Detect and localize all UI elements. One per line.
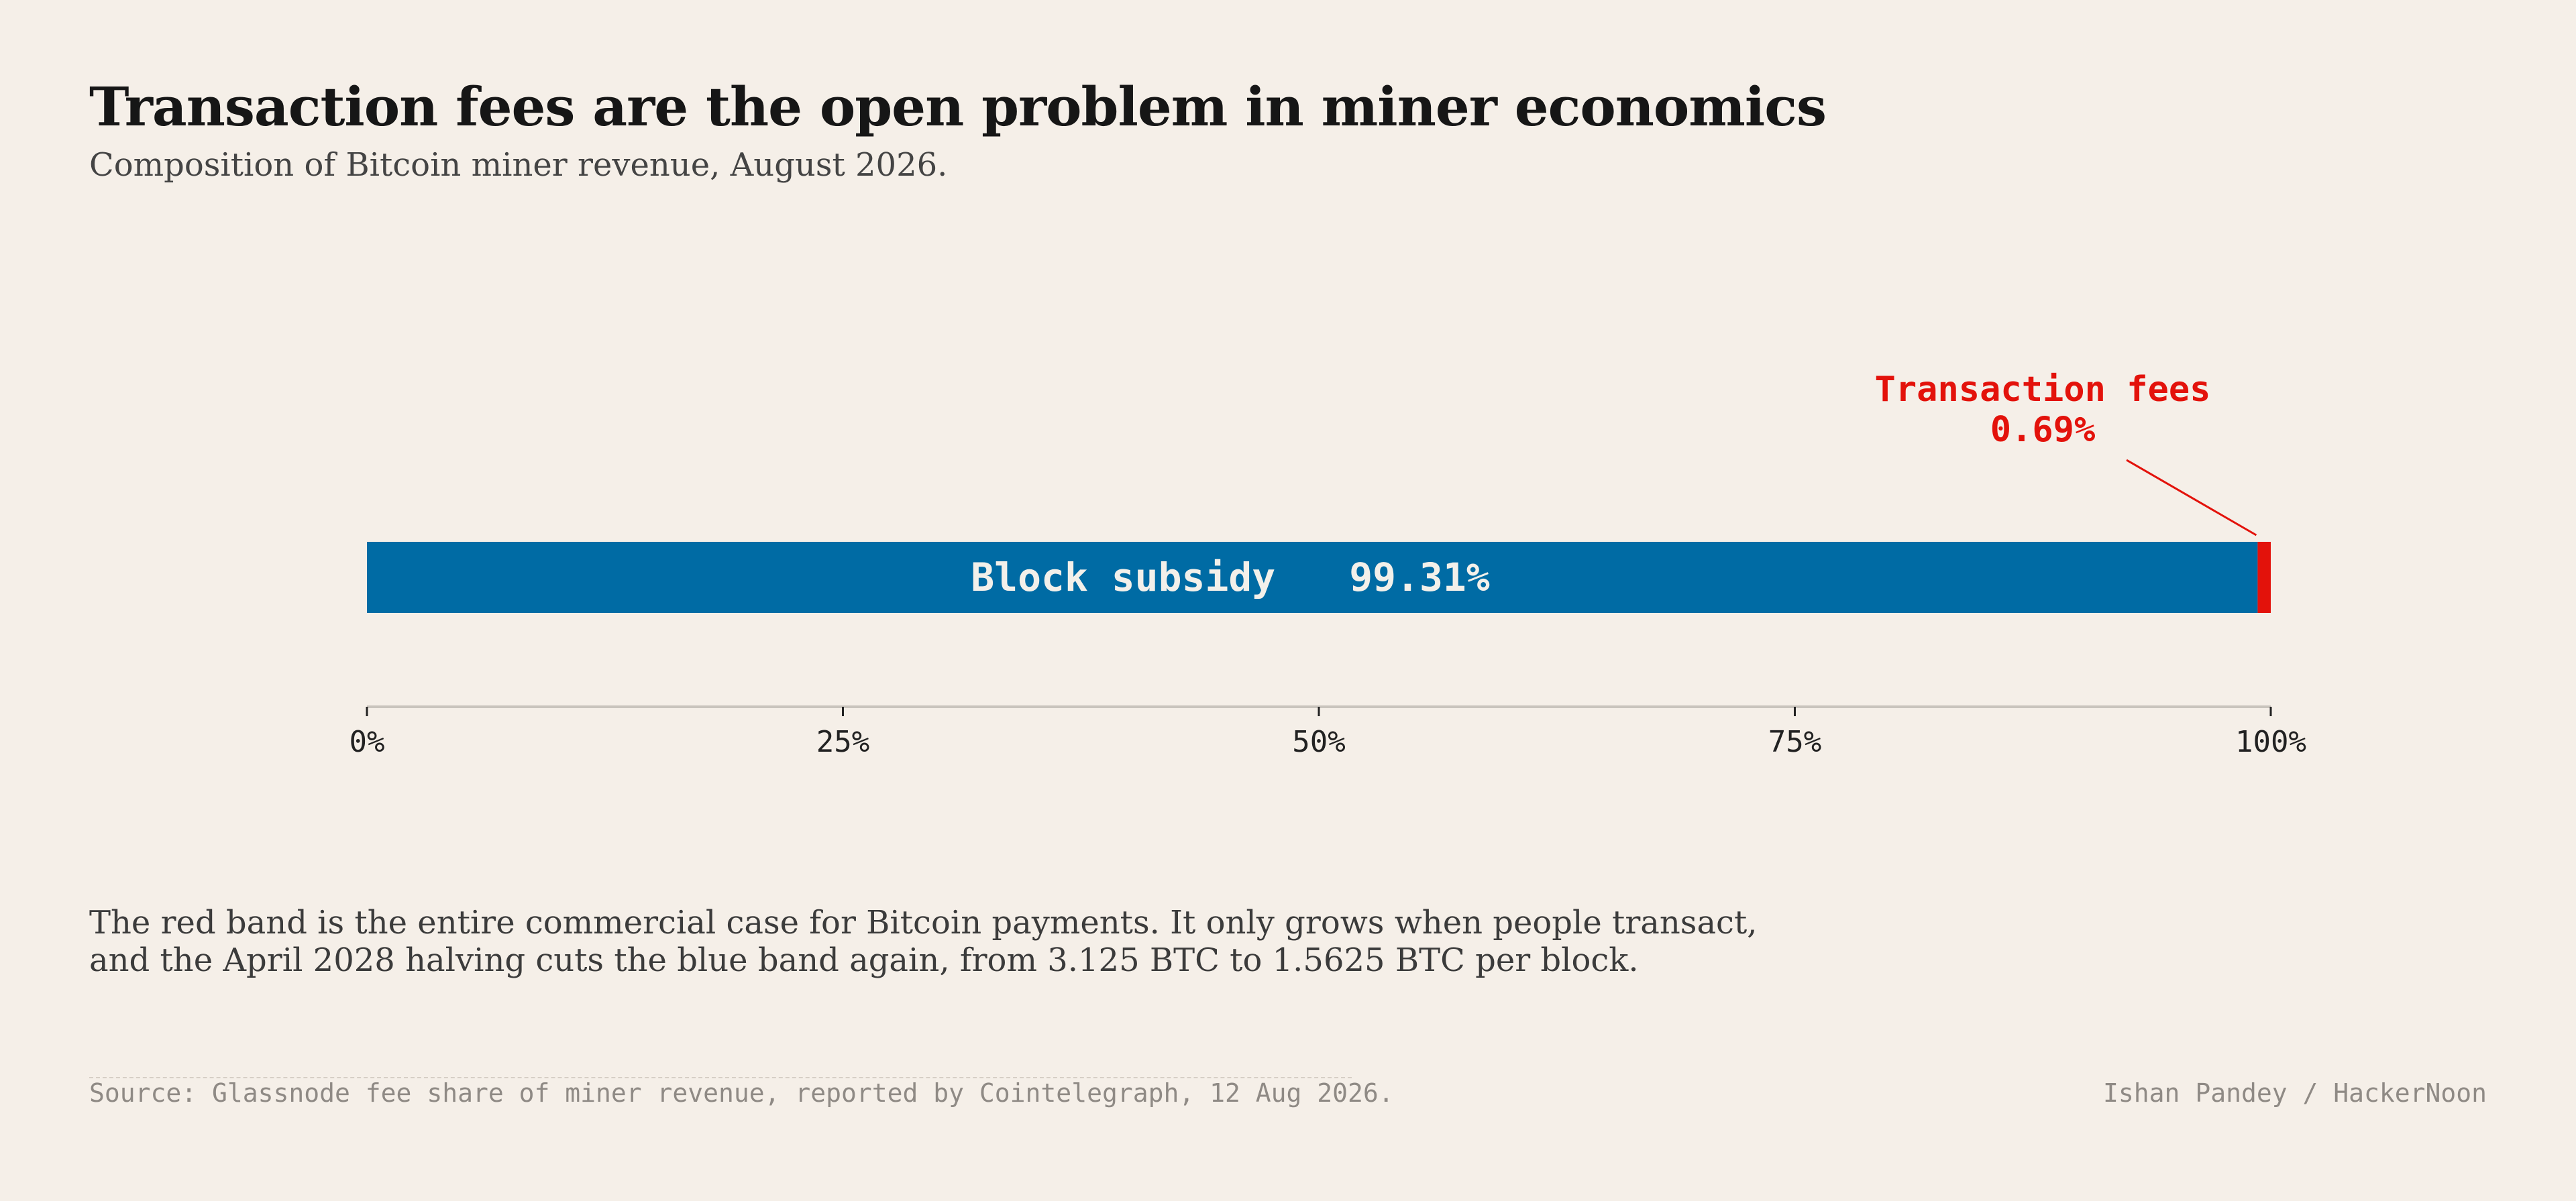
x-tick-label: 25%: [816, 725, 869, 759]
annotation-transaction-fees-name: Transaction fees: [1875, 369, 2211, 410]
bar-label-block-subsidy-name: Block subsidy: [971, 555, 1275, 600]
bar-segment-transaction-fees: [2257, 542, 2271, 613]
stacked-bar-chart: Block subsidy 99.31% Transaction fees0.69%…: [350, 369, 2306, 759]
source-text: Source: Glassnode fee share of miner rev…: [89, 1078, 1394, 1108]
chart-subtitle: Composition of Bitcoin miner revenue, Au…: [89, 146, 948, 184]
bar-segment-block-subsidy: [367, 542, 2258, 613]
x-tick-label: 75%: [1768, 725, 1821, 759]
credit-text: Ishan Pandey / HackerNoon: [2103, 1078, 2487, 1108]
chart-title: Transaction fees are the open problem in…: [89, 75, 1827, 138]
x-tick-label: 50%: [1292, 725, 1345, 759]
source-divider: [89, 1077, 1352, 1078]
annotation-transaction-fees-value: 0.69%: [1990, 410, 2096, 450]
x-tick-label: 0%: [350, 725, 385, 759]
annotation-leader-line: [2126, 459, 2257, 536]
bar-label-block-subsidy-value: 99.31%: [1349, 555, 1490, 600]
x-tick-label: 100%: [2235, 725, 2306, 759]
chart-note: The red band is the entire commercial ca…: [89, 904, 1758, 979]
